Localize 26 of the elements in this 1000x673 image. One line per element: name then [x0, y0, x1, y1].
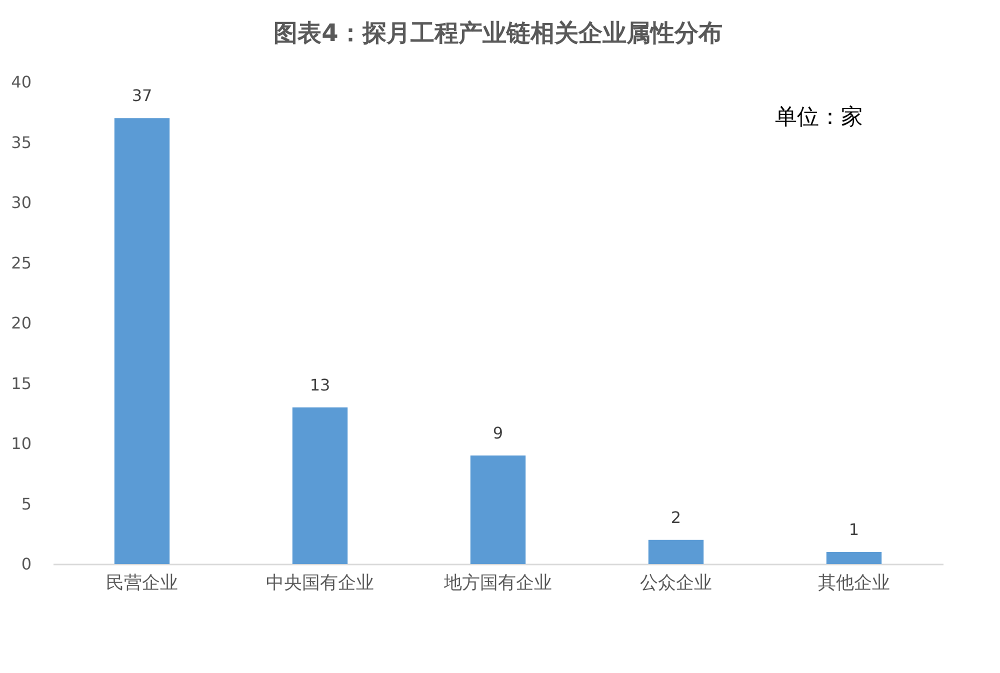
x-tick-label: 民营企业 — [106, 572, 178, 594]
y-tick-label: 15 — [11, 374, 32, 393]
data-label: 13 — [310, 375, 330, 394]
x-tick-label: 公众企业 — [640, 572, 712, 594]
y-tick-label: 5 — [21, 494, 32, 514]
bar — [826, 552, 882, 564]
data-label: 37 — [132, 86, 152, 106]
annotation: 单位：家 — [775, 105, 863, 130]
bar — [114, 118, 170, 564]
x-tick-label: 其他企业 — [818, 572, 890, 594]
x-tick-label: 中央国有企业 — [266, 572, 374, 594]
y-tick-label: 30 — [11, 193, 32, 212]
data-label: 1 — [848, 520, 860, 539]
y-tick-label: 0 — [21, 554, 32, 574]
chart-title: 图表4：探月工程产业链相关企业属性分布 — [274, 19, 722, 47]
y-tick-label: 25 — [11, 253, 32, 272]
y-tick-label: 20 — [11, 314, 32, 332]
bar — [292, 407, 348, 564]
y-tick-label: 40 — [11, 72, 32, 92]
y-tick-label: 10 — [11, 434, 32, 453]
data-label: 2 — [670, 508, 682, 527]
bar — [648, 540, 704, 564]
y-tick-label: 35 — [11, 132, 32, 152]
x-tick-label: 地方国有企业 — [443, 572, 552, 594]
data-label: 9 — [492, 424, 504, 443]
bar — [470, 456, 526, 564]
